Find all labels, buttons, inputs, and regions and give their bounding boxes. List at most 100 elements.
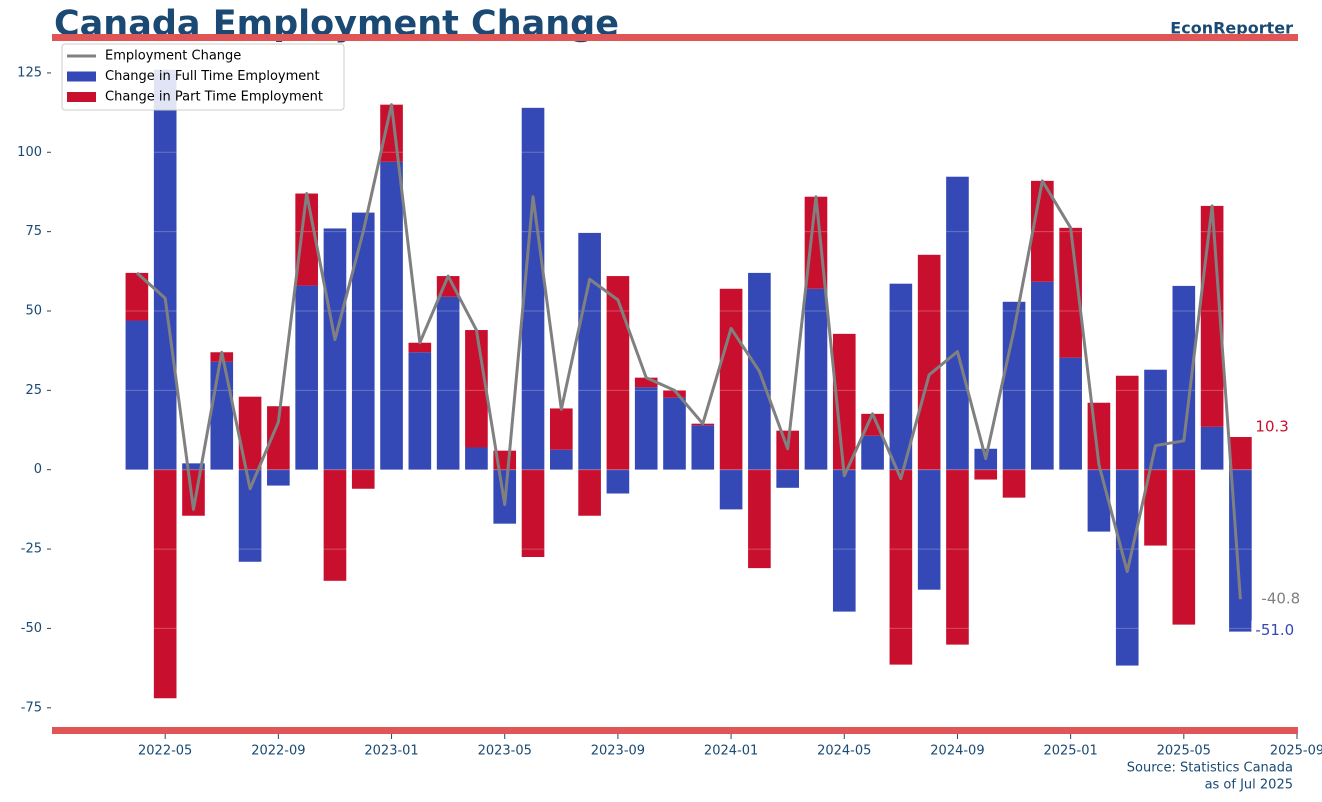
bar [436,296,460,470]
bar [946,176,969,470]
y-tick-label: 75 [25,224,42,239]
bar [804,288,828,470]
bar [663,397,686,470]
bar [1031,281,1054,470]
bar [832,333,856,470]
y-tick-label: -75 [21,700,42,715]
x-tick-label: 2025-09 [1270,744,1322,759]
legend-label: Employment Change [105,49,241,64]
bar [380,161,403,470]
bar [719,469,743,510]
y-tick-label: 25 [25,383,42,398]
legend-box [61,43,345,111]
bar [153,69,177,470]
bar [182,463,205,470]
bar [748,469,771,569]
bar [1172,469,1196,625]
y-tick-label: 50 [25,303,42,318]
bar [521,107,545,470]
y-tick-label: -50 [21,621,42,636]
top-rule [52,34,1298,41]
x-tick-label: 2022-05 [138,744,192,759]
bar [1115,375,1139,470]
legend-swatch [67,92,96,102]
x-tick-label: 2023-01 [364,744,418,759]
bar [663,390,686,398]
plot: -75 -50 -25 0 25 50 75 100 125 2022-05 2022-09 2023… [17,43,1322,759]
bar [1144,469,1167,546]
bar [691,425,715,470]
legend-label: Change in Part Time Employment [105,90,323,105]
bar [1059,227,1082,358]
bar [153,469,177,699]
x-tick-label: 2024-05 [817,744,871,759]
bar [606,469,630,494]
x-tick-label: 2023-09 [591,744,645,759]
y-tick-label: -25 [21,542,42,557]
brand: EconReporter [1170,19,1293,38]
value-label: 10.3 [1255,418,1288,436]
value-label: -51.0 [1255,621,1294,639]
bar [521,469,545,557]
x-tick-label: 2024-09 [930,744,984,759]
bar [719,288,743,470]
bar [1087,469,1111,532]
x-tick-label: 2025-01 [1043,744,1097,759]
bar [267,406,290,470]
y-tick-label: 125 [17,65,42,80]
bar [238,396,262,470]
bar [465,447,488,470]
bar [578,232,601,470]
bar [408,352,432,470]
bar [1002,301,1026,470]
bar [917,254,941,470]
bar [861,435,884,470]
legend-label: Change in Full Time Employment [105,69,320,84]
value-label: -40.8 [1261,590,1300,608]
bar [267,469,290,486]
bar [550,449,573,470]
bar [634,377,658,388]
bar [550,408,573,450]
bar [1200,426,1224,470]
bar [889,283,913,470]
bar [1229,437,1252,470]
bar [125,320,149,470]
bar [408,342,432,353]
bar [974,469,998,480]
bar [351,469,375,489]
bar [323,469,347,581]
line [135,103,1242,600]
bar [238,469,262,562]
bar [776,469,799,488]
x-tick-label: 2022-09 [251,744,305,759]
bottom-rule [52,727,1298,734]
bar [606,276,630,470]
bar [1059,357,1082,470]
legend-swatch [67,71,96,82]
bar [832,469,856,612]
legend: Employment Change Change in Full Time Emp… [61,43,345,111]
bar [210,361,234,470]
x-tick-label: 2025-05 [1157,744,1211,759]
y-tick-label: 100 [17,145,42,160]
bar [323,228,347,470]
x-tick-label: 2023-05 [478,744,532,759]
bar [125,272,149,321]
bar [351,212,375,470]
label-bg [1251,620,1296,641]
bar [889,469,913,665]
bar [917,469,941,590]
as-of: as of Jul 2025 [1205,778,1293,793]
y-tick-label: 0 [34,462,42,477]
bar [578,469,601,516]
bar [295,285,318,470]
source: Source: Statistics Canada [1127,761,1293,776]
x-tick-label: 2024-01 [704,744,758,759]
bar [1144,369,1167,470]
bar [465,330,488,448]
bar [1172,285,1196,470]
bar [946,469,969,645]
bar [634,387,658,470]
